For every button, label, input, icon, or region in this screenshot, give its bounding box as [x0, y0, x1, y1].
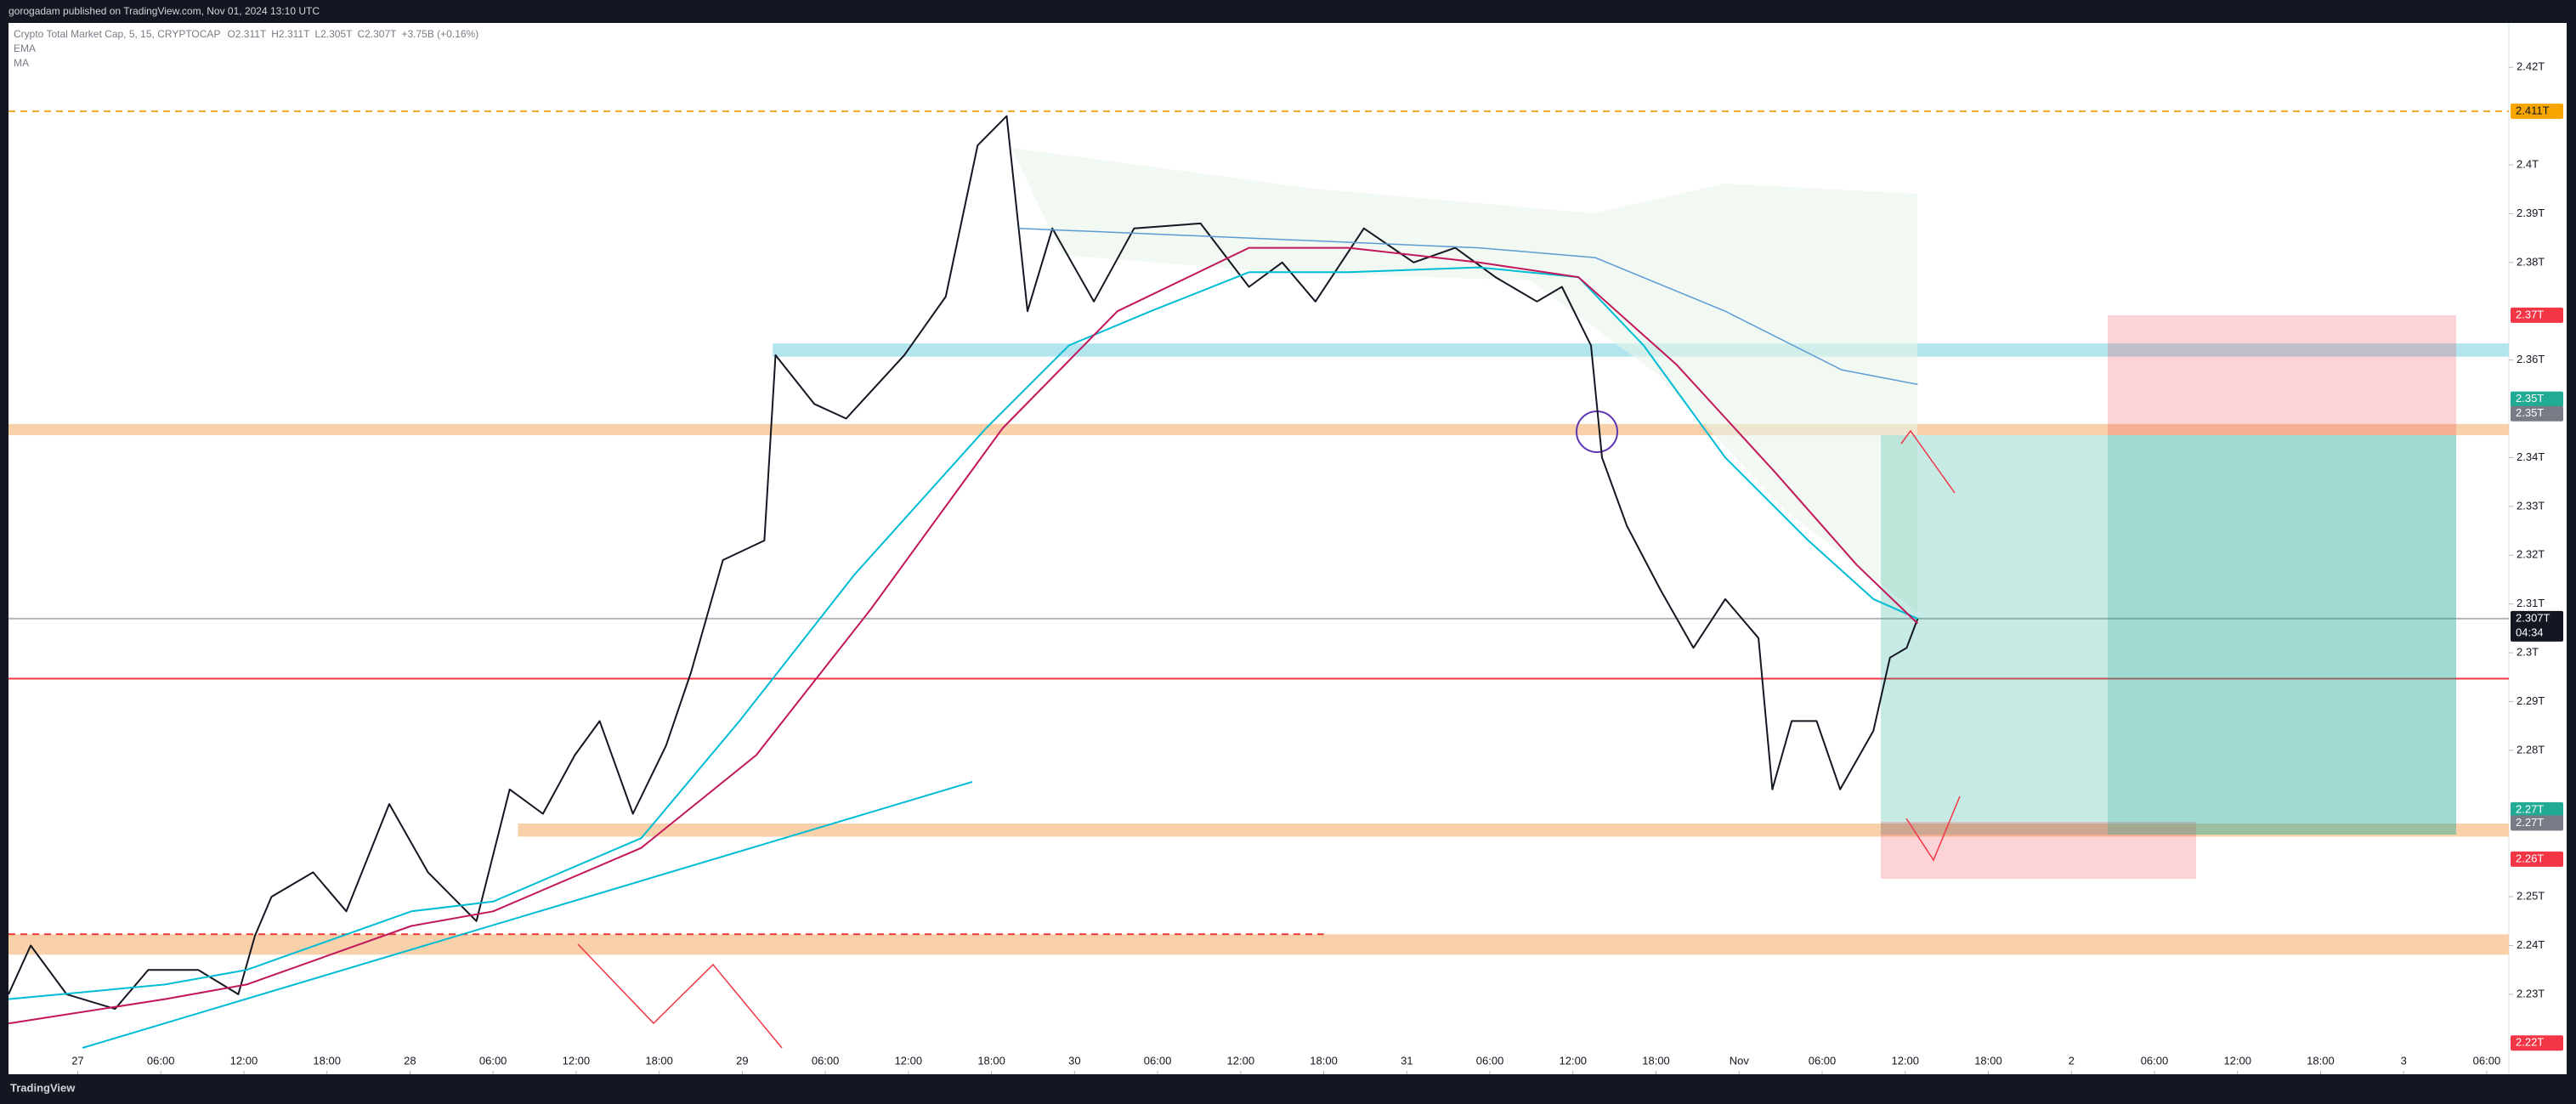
- price-tag-label: 2.27T: [2516, 802, 2544, 815]
- y-tick-label: 2.25T: [2517, 889, 2545, 902]
- price-tag: [2511, 851, 2563, 867]
- x-tick-label: 18:00: [1974, 1054, 2002, 1067]
- price-tag: [2511, 391, 2563, 407]
- price-tag: [2511, 801, 2563, 818]
- x-tick-label: 12:00: [1891, 1054, 1919, 1067]
- drawings: [82, 148, 2456, 1049]
- price-tag-label: 2.35T: [2516, 392, 2544, 405]
- cloud: [1011, 148, 1917, 612]
- x-tick-label: 06:00: [812, 1054, 840, 1067]
- zone: [8, 934, 2509, 955]
- publisher: gorogadam published on TradingView.com, …: [8, 5, 320, 17]
- price-tag-label: 2.22T: [2516, 1036, 2544, 1049]
- x-tick-label: 18:00: [313, 1054, 341, 1067]
- x-tick-label: 31: [1401, 1054, 1413, 1067]
- price-tag-label: 2.26T: [2516, 852, 2544, 864]
- price-tag-label: 2.37T: [2516, 308, 2544, 320]
- price-line: [8, 266, 1918, 1000]
- projection: [577, 943, 783, 1049]
- x-tick-label: 12:00: [1560, 1054, 1588, 1067]
- trendline: [82, 781, 973, 1049]
- price-tag-label: 2.411T: [2516, 104, 2550, 116]
- price-tag: [2511, 815, 2563, 831]
- price-line: [8, 115, 1919, 1011]
- x-tick-label: 12:00: [230, 1054, 258, 1067]
- y-tick-label: 2.32T: [2517, 548, 2545, 561]
- y-tick-label: 2.33T: [2517, 499, 2545, 512]
- symbol-name: Crypto Total Market Cap: [14, 28, 123, 40]
- x-tick-label: 06:00: [2473, 1054, 2501, 1067]
- x-tick-label: 12:00: [563, 1054, 591, 1067]
- x-tick-label: 06:00: [479, 1054, 507, 1067]
- x-tick-label: 2: [2069, 1054, 2075, 1067]
- price-tag: [2511, 103, 2563, 119]
- x-tick-label: 06:00: [1809, 1054, 1837, 1067]
- y-tick-label: 2.42T: [2517, 60, 2545, 73]
- x-tick-label: 12:00: [895, 1054, 923, 1067]
- stop-zone: [2108, 315, 2456, 435]
- x-tick-label: 30: [1068, 1054, 1080, 1067]
- x-tick-label: 18:00: [1310, 1054, 1338, 1067]
- ohlc: H2.311T: [271, 28, 310, 40]
- price-tag-label: 2.27T: [2516, 816, 2544, 829]
- y-tick-label: 2.23T: [2517, 987, 2545, 999]
- countdown: 04:34: [2516, 626, 2544, 638]
- x-tick-label: 18:00: [977, 1054, 1005, 1067]
- arrow: [1900, 429, 1956, 494]
- current-price-label: 2.307T: [2516, 611, 2551, 624]
- x-tick-label: 3: [2401, 1054, 2407, 1067]
- x-tick-label: 06:00: [1144, 1054, 1172, 1067]
- x-tick-label: 12:00: [1227, 1054, 1255, 1067]
- symbol-legend: Crypto Total Market Cap, 5, 15, CRYPTOCA…: [14, 28, 478, 40]
- price-line: [8, 246, 1919, 1025]
- current-price-tag: [2511, 610, 2563, 642]
- y-tick-label: 2.31T: [2517, 597, 2545, 609]
- symbol-info: , 5, 15, CRYPTOCAP: [123, 28, 220, 40]
- price-tag: [2511, 307, 2563, 323]
- price-tag: [2511, 1035, 2563, 1051]
- y-tick-label: 2.38T: [2517, 255, 2545, 268]
- y-tick-label: 2.4T: [2517, 157, 2539, 170]
- stop-zone: [1881, 822, 2196, 879]
- x-tick-label: Nov: [1730, 1054, 1750, 1067]
- zone: [518, 823, 2509, 837]
- y-tick-label: 2.24T: [2517, 938, 2545, 951]
- x-tick-label: 06:00: [1476, 1054, 1504, 1067]
- y-tick-label: 2.29T: [2517, 694, 2545, 707]
- y-tick-label: 2.3T: [2517, 645, 2539, 658]
- x-tick-label: 18:00: [645, 1054, 673, 1067]
- footer-bar: [0, 1074, 2576, 1104]
- ohlc: C2.307T: [357, 28, 397, 40]
- x-tick-label: 06:00: [147, 1054, 175, 1067]
- x-tick-label: 06:00: [2141, 1054, 2169, 1067]
- price-tag-label: 2.35T: [2516, 406, 2544, 419]
- price-line: [1019, 227, 1918, 386]
- y-tick-label: 2.34T: [2517, 450, 2545, 463]
- ohlc: O2.311T: [227, 28, 266, 40]
- x-tick-label: 12:00: [2223, 1054, 2251, 1067]
- y-tick-label: 2.36T: [2517, 353, 2545, 365]
- x-tick-label: 18:00: [2307, 1054, 2335, 1067]
- x-tick-label: 27: [71, 1054, 83, 1067]
- x-tick-label: 28: [404, 1054, 416, 1067]
- arrow: [1905, 795, 1961, 862]
- x-tick-label: 29: [736, 1054, 748, 1067]
- x-tick-label: 18:00: [1642, 1054, 1670, 1067]
- ohlc: L2.305T: [314, 28, 353, 40]
- change: +3.75B (+0.16%): [401, 28, 478, 40]
- y-tick-label: 2.28T: [2517, 743, 2545, 756]
- target-zone: [2108, 435, 2456, 835]
- legend-entry: MA: [14, 57, 29, 69]
- price-tag: [2511, 405, 2563, 422]
- y-tick-label: 2.39T: [2517, 207, 2545, 219]
- legend-entry: EMA: [14, 42, 36, 54]
- footer-logo: TradingView: [10, 1081, 76, 1094]
- target-zone: [1881, 435, 2456, 835]
